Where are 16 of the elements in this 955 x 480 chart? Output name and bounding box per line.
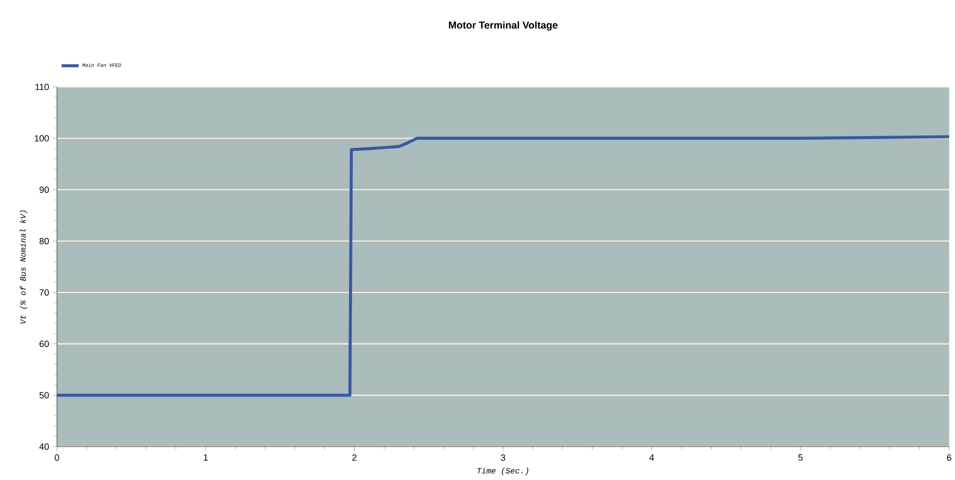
x-tick-label: 5 (798, 454, 803, 461)
y-tick-label: 40 (39, 444, 49, 450)
x-tick-label: 3 (500, 454, 506, 461)
x-tick-label: 0 (54, 454, 60, 461)
y-tick-label: 60 (40, 340, 49, 348)
x-tick-label: 6 (947, 454, 952, 461)
chart-title: Motor Terminal Voltage (448, 21, 558, 31)
x-tick-label: 1 (204, 454, 208, 461)
y-tick-label: 90 (40, 186, 49, 194)
y-tick-label: 80 (40, 238, 49, 244)
x-tick-label: 4 (649, 454, 654, 461)
y-tick-label: 50 (40, 392, 49, 399)
x-tick-label: 2 (352, 454, 356, 461)
y-tick-label: 70 (40, 289, 49, 296)
y-tick-label: 100 (34, 135, 49, 142)
y-tick-label: 110 (36, 84, 49, 90)
